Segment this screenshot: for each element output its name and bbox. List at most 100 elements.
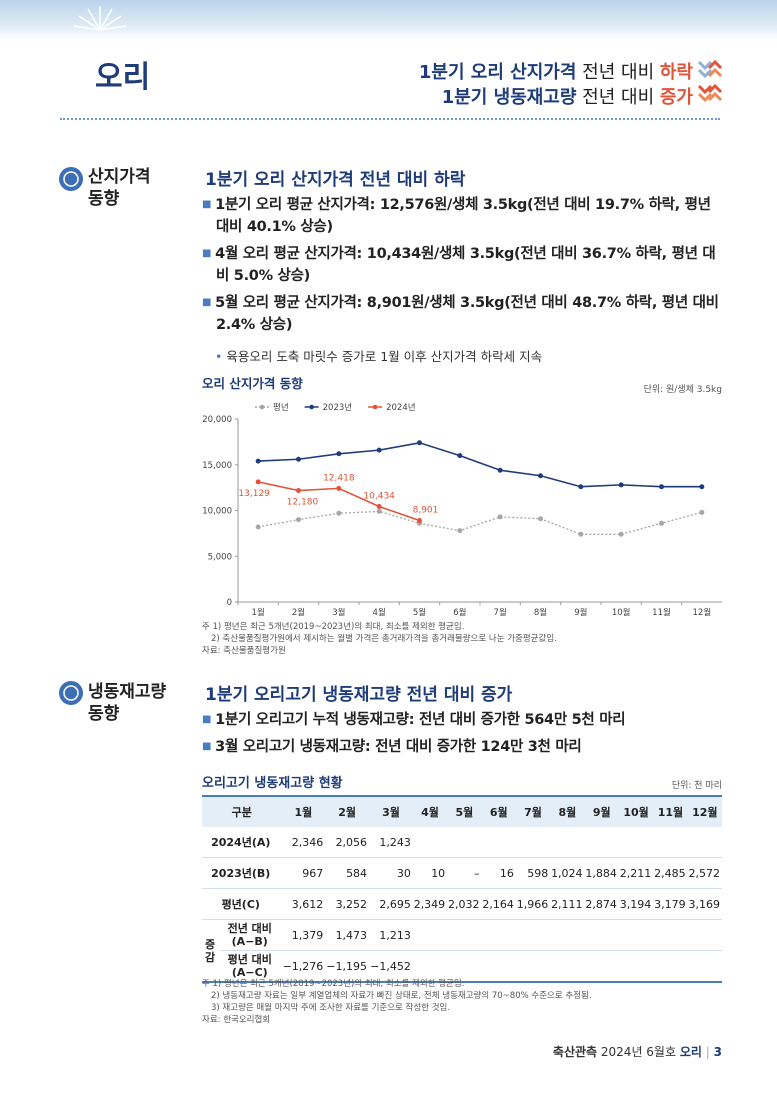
point — [376, 504, 382, 510]
sub-bullet: 육용오리 도축 마릿수 증가로 1월 이후 산지가격 하락세 지속 — [215, 346, 542, 365]
empty-cell — [412, 950, 448, 983]
point — [578, 484, 584, 490]
empty-cell — [584, 827, 619, 858]
empty-cell — [412, 827, 448, 858]
cell: 2,056 — [325, 827, 370, 858]
headline-text: 전년 대비 — [582, 62, 655, 83]
point — [699, 484, 705, 490]
chart: 오리 산지가격 동향 단위: 원/생체 3.5kg 0 5,000 10,000 15… — [202, 376, 722, 618]
footer-issue: 2024년 6월호 — [600, 1045, 677, 1059]
legend-label: 평년 — [273, 402, 289, 413]
header-row: 구분 1월 2월 3월 4월 5월 6월 7월 8월 9월 10월 11월 12월 — [202, 796, 722, 827]
data-label: 10,434 — [363, 492, 395, 502]
data-label: 13,129 — [238, 489, 270, 499]
bullet: 1분기 오리 평균 산지가격: 12,576원/생체 3.5kg(전년 대비 1… — [202, 194, 727, 238]
headline-trend: 하락 — [659, 62, 693, 83]
chart-unit: 단위: 원/생체 3.5kg — [644, 384, 722, 395]
point — [538, 516, 543, 522]
x-tick-label: 2월 — [292, 607, 305, 618]
point — [296, 488, 301, 494]
x-tick-label: 9월 — [574, 607, 587, 618]
cell: 2,164 — [481, 888, 516, 920]
page-title: 오리 — [95, 60, 151, 95]
data-table: 구분 1월 2월 3월 4월 5월 6월 7월 8월 9월 10월 11월 12월 2024년(A) 2,3… — [202, 795, 722, 983]
point — [457, 528, 463, 534]
point — [538, 473, 543, 479]
point — [417, 518, 422, 524]
bullet: 5월 오리 평균 산지가격: 8,901원/생체 3.5kg(전년 대비 48.… — [202, 292, 727, 336]
point — [417, 440, 422, 446]
cell: 2,346 — [281, 827, 326, 858]
cell: 10 — [412, 857, 448, 889]
x-tick-label: 10월 — [612, 607, 631, 618]
header-cell: 10월 — [618, 796, 654, 827]
section-icon — [59, 167, 83, 191]
section-label: 산지가격 동향 — [88, 167, 151, 209]
y-tick-label: 10,000 — [202, 507, 232, 517]
table-row: 평년(C) 3,612 3,252 2,695 2,349 2,032 2,164 1,966… — [202, 888, 722, 920]
chart-title: 오리 산지가격 동향 — [202, 376, 303, 391]
header-cell: 구분 — [202, 796, 282, 827]
cell: 2,485 — [653, 857, 688, 889]
data-label: 8,901 — [413, 506, 439, 516]
cell: 3,612 — [281, 888, 326, 920]
headline-trend: 증가 — [659, 87, 693, 108]
headline: 1분기 오리 산지가격 전년 대비 하락 — [419, 58, 693, 84]
header-cell: 7월 — [515, 796, 551, 827]
header-cell: 11월 — [653, 796, 688, 827]
cell: 3,169 — [687, 888, 722, 920]
footer: 축산관측 2024년 6월호 오리 | 3 — [552, 1045, 722, 1059]
x-tick-label: 8월 — [534, 607, 547, 618]
note: 주 1) 평년은 최근 5개년(2019~2023년)의 최대, 최소를 제외한… — [202, 979, 465, 989]
point — [659, 484, 664, 490]
trend-icon — [697, 59, 723, 103]
cell: −1,195 — [325, 950, 370, 983]
cell: −1,452 — [369, 950, 413, 983]
cell: 598 — [515, 857, 551, 889]
x-tick-label: 4월 — [373, 607, 386, 618]
point — [336, 485, 342, 491]
footer-publication: 축산관측 — [552, 1045, 598, 1059]
point — [659, 520, 664, 526]
header-cell: 2월 — [325, 796, 370, 827]
point — [296, 517, 301, 523]
row-label: 평년(C) — [202, 888, 282, 920]
headline-bold: 1분기 오리 산지가격 — [418, 62, 577, 83]
point — [296, 456, 301, 462]
cell: 3,194 — [618, 888, 654, 920]
bullet: 4월 오리 평균 산지가격: 10,434원/생체 3.5kg(전년 대비 36… — [202, 243, 727, 287]
cell: 1,379 — [281, 919, 326, 951]
cell: 2,349 — [412, 888, 448, 920]
cell: 2,111 — [550, 888, 585, 920]
point — [497, 514, 503, 520]
legend-label: 2023년 — [323, 402, 352, 413]
cell: 1,966 — [515, 888, 551, 920]
point — [336, 451, 342, 457]
bullet: 1분기 오리고기 누적 냉동재고량: 전년 대비 증가한 564만 5천 마리 — [202, 709, 727, 731]
y-tick-label: 5,000 — [208, 552, 232, 562]
cell: 3,252 — [325, 888, 370, 920]
x-tick-label: 12월 — [693, 607, 712, 618]
point — [497, 467, 503, 473]
x-tick-label: 7월 — [494, 607, 507, 618]
empty-cell — [481, 827, 516, 858]
empty-cell — [550, 950, 585, 983]
table-row: 2024년(A) 2,346 2,056 1,243 — [202, 827, 722, 858]
empty-cell — [618, 827, 654, 858]
point — [376, 508, 382, 514]
empty-cell — [653, 919, 688, 951]
empty-cell — [515, 950, 551, 983]
header-cell: 8월 — [550, 796, 585, 827]
sun-ornament — [73, 6, 127, 31]
note: 3) 재고량은 매월 마지막 주에 조사한 자료를 기준으로 작성한 것임. — [211, 1003, 451, 1013]
data-label: 12,180 — [287, 498, 319, 508]
chart-notes: 주 1) 평년은 최근 5개년(2019~2023년)의 최대, 최소를 제외한… — [202, 621, 557, 657]
table-row: 2023년(B) 967 584 30 10–16 598 1,024 1,884 2,211 2… — [202, 857, 722, 889]
empty-cell — [687, 950, 722, 983]
table-title: 오리고기 냉동재고량 현황 — [202, 776, 343, 791]
point — [255, 524, 261, 530]
section-label: 냉동재고량 동향 — [88, 682, 167, 724]
x-tick-label: 5월 — [413, 607, 426, 618]
header-cell: 12월 — [687, 796, 722, 827]
